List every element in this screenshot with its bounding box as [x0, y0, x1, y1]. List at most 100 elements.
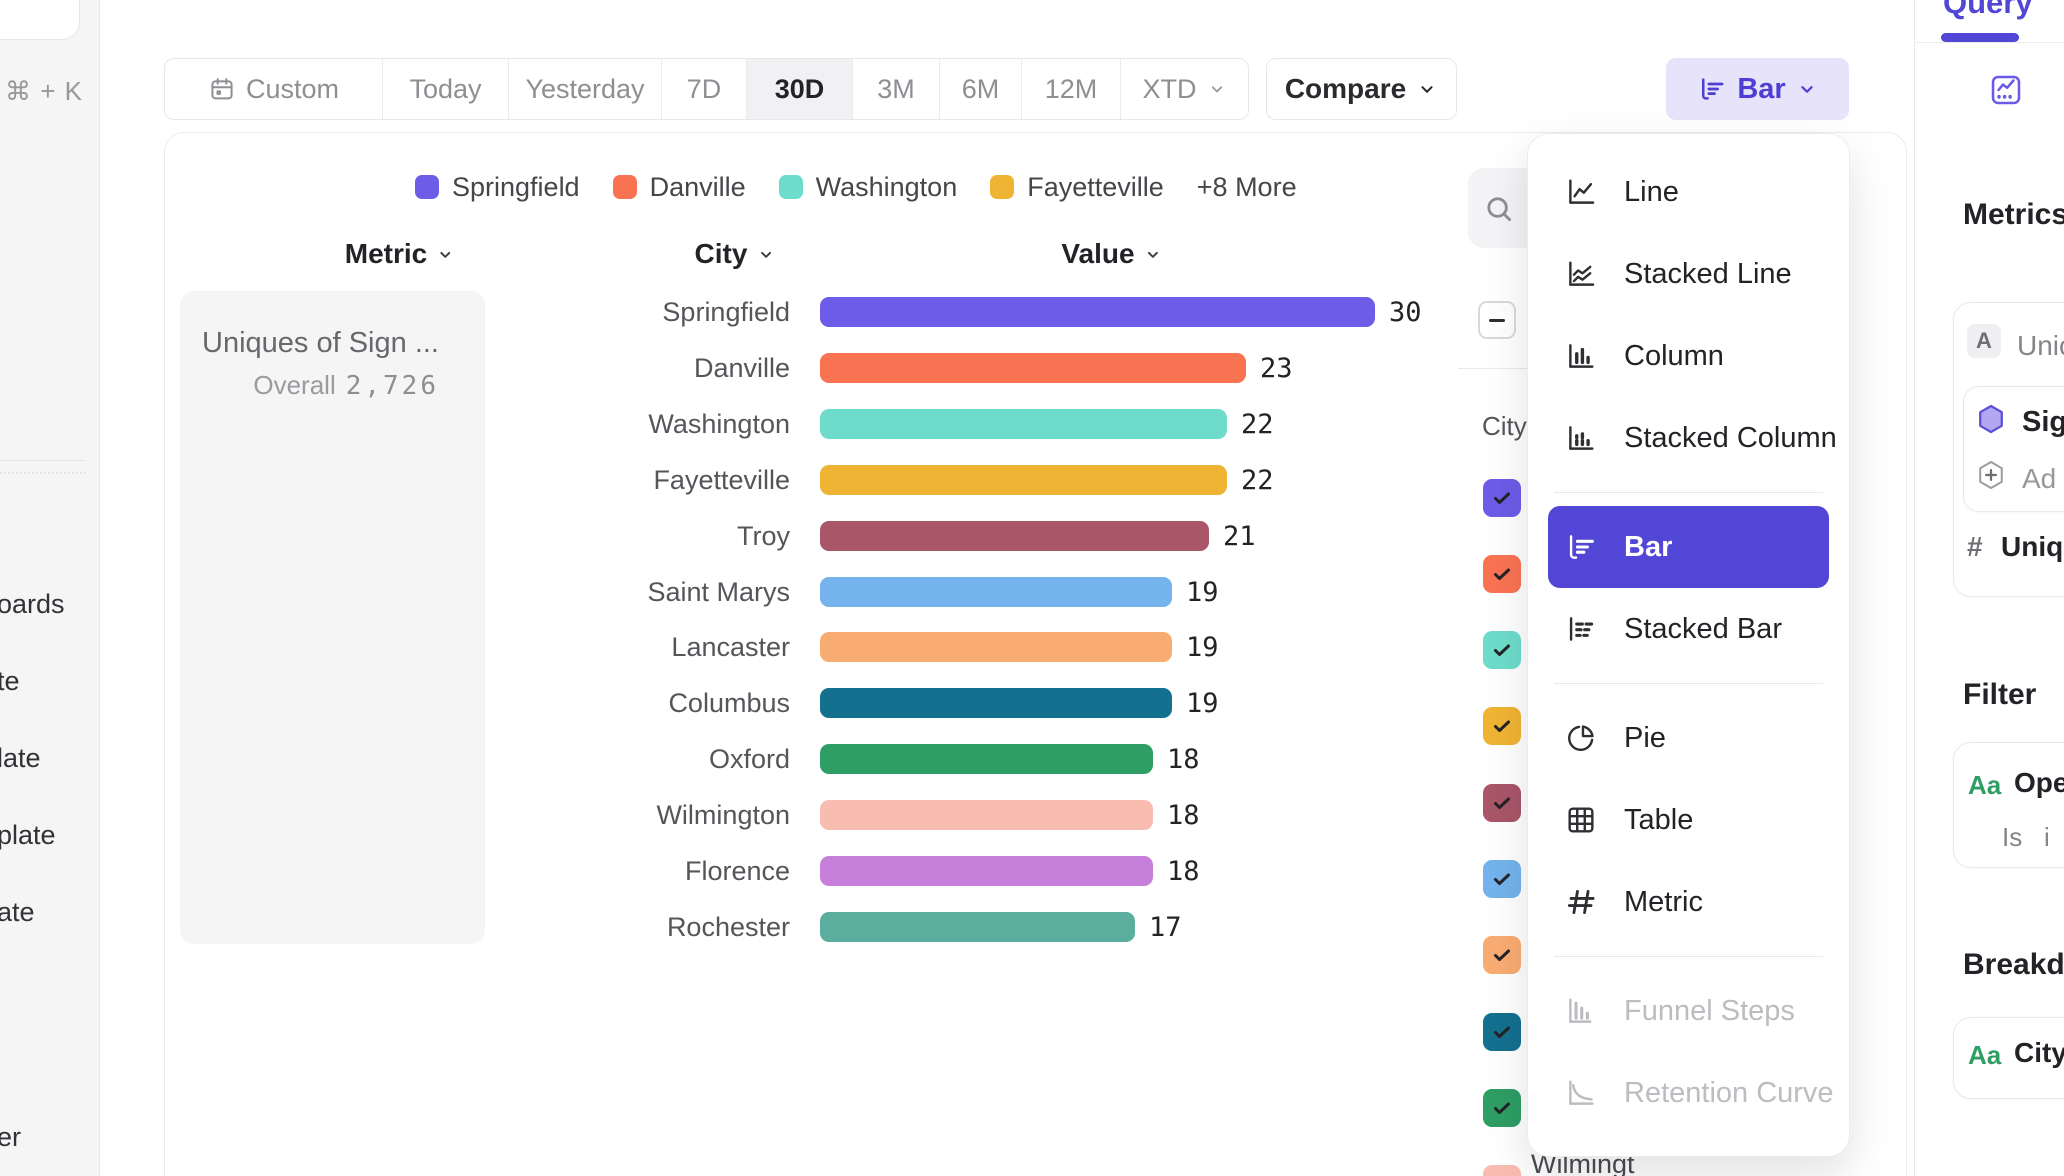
date-range-6m[interactable]: 6M: [940, 59, 1022, 119]
bar-row-florence[interactable]: Florence 18: [0, 856, 1430, 887]
menu-item-stacked-line[interactable]: Stacked Line: [1528, 233, 1849, 315]
sidebar-item-plate[interactable]: plate: [0, 820, 56, 850]
bar-row-columbus[interactable]: Columbus 19: [0, 688, 1430, 719]
measure-label[interactable]: Uniqu: [2001, 531, 2064, 562]
bar-category-label: Saint Marys: [647, 577, 790, 607]
city-checkbox-7[interactable]: [1483, 1013, 1521, 1051]
city-checkbox-3[interactable]: [1483, 707, 1521, 745]
legend-swatch: [415, 175, 439, 199]
menu-item-label: Pie: [1624, 721, 1666, 754]
city-checkbox-1[interactable]: [1483, 555, 1521, 593]
city-checkbox-8[interactable]: [1483, 1089, 1521, 1127]
add-event-label[interactable]: Ad: [2022, 463, 2057, 494]
bar-row-washington[interactable]: Washington 22: [0, 409, 1430, 440]
breakdown-property[interactable]: City: [2014, 1037, 2064, 1068]
date-range-yesterday[interactable]: Yesterday: [509, 59, 662, 119]
menu-item-bar[interactable]: Bar: [1548, 506, 1829, 588]
compare-label: Compare: [1284, 73, 1407, 104]
bar-row-saint-marys[interactable]: Saint Marys 19: [0, 577, 1430, 608]
legend-item-fayetteville[interactable]: Fayetteville: [990, 172, 1164, 203]
filter-operator[interactable]: Is: [2002, 822, 2023, 852]
bar-row-troy[interactable]: Troy 21: [0, 521, 1430, 552]
value-header-label: Value: [1061, 238, 1135, 269]
menu-item-metric[interactable]: Metric: [1528, 861, 1849, 943]
filter-property[interactable]: Ope: [2014, 767, 2064, 798]
bar-row-springfield[interactable]: Springfield 30: [0, 297, 1430, 328]
bar-row-wilmington[interactable]: Wilmington 18: [0, 800, 1430, 831]
bar-category-label: Fayetteville: [653, 465, 790, 495]
menu-item-stacked-column[interactable]: Stacked Column: [1528, 397, 1849, 479]
menu-item-pie[interactable]: Pie: [1528, 697, 1849, 779]
bar-row-lancaster[interactable]: Lancaster 19: [0, 632, 1430, 663]
legend-item-springfield[interactable]: Springfield: [415, 172, 580, 203]
date-range-custom[interactable]: Custom: [165, 59, 383, 119]
menu-item-line[interactable]: Line: [1528, 151, 1849, 233]
metrics-heading: Metrics: [1963, 198, 2064, 231]
date-range-label: Today: [409, 73, 482, 104]
check-icon: [1490, 562, 1514, 586]
bar[interactable]: [820, 521, 1209, 551]
legend-item-washington[interactable]: Washington: [778, 172, 957, 203]
sidebar-item-ate[interactable]: ate: [0, 897, 35, 927]
date-range-7d[interactable]: 7D: [662, 59, 747, 119]
sidebar-divider: [0, 460, 86, 461]
measure-symbol: #: [1967, 531, 1983, 562]
sidebar-item-late[interactable]: late: [0, 743, 41, 773]
bar[interactable]: [820, 744, 1153, 774]
filter-value[interactable]: i: [2044, 822, 2050, 852]
insights-chart-icon[interactable]: [1987, 71, 2025, 109]
bar[interactable]: [820, 409, 1227, 439]
menu-item-label: Retention Curve: [1624, 1076, 1834, 1109]
filter-card: [1953, 742, 2064, 868]
legend-item-danville[interactable]: Danville: [612, 172, 746, 203]
menu-item-label: Stacked Bar: [1624, 612, 1782, 645]
sidebar-search-box[interactable]: [0, 0, 80, 40]
bar[interactable]: [820, 577, 1172, 607]
breakdown-card: [1953, 1017, 2064, 1099]
date-range-30d[interactable]: 30D: [747, 59, 853, 119]
city-checkbox-4[interactable]: [1483, 784, 1521, 822]
date-range-3m[interactable]: 3M: [853, 59, 940, 119]
menu-item-column[interactable]: Column: [1528, 315, 1849, 397]
retention-icon: [1564, 1076, 1598, 1110]
city-checkbox-0[interactable]: [1483, 479, 1521, 517]
menu-item-stacked-bar[interactable]: Stacked Bar: [1528, 588, 1849, 670]
bar-row-danville[interactable]: Danville 23: [0, 353, 1430, 384]
sidebar-item-te[interactable]: te: [0, 666, 20, 696]
check-icon: [1490, 791, 1514, 815]
sidebar-item-oards[interactable]: oards: [0, 589, 65, 619]
city-checkbox-2[interactable]: [1483, 631, 1521, 669]
sidebar-item-er[interactable]: er: [0, 1122, 22, 1152]
bar[interactable]: [820, 297, 1375, 327]
tab-query[interactable]: Query: [1943, 0, 2033, 20]
metric-summary-card[interactable]: Uniques of Sign ... Overall 2,726: [180, 291, 485, 944]
select-all-checkbox[interactable]: [1478, 301, 1516, 339]
chart-type-button[interactable]: Bar: [1666, 58, 1849, 120]
bar[interactable]: [820, 632, 1172, 662]
bar-row-oxford[interactable]: Oxford 18: [0, 744, 1430, 775]
date-range-today[interactable]: Today: [383, 59, 509, 119]
bar[interactable]: [820, 856, 1153, 886]
stacked-bar-icon: [1564, 612, 1598, 646]
date-range-12m[interactable]: 12M: [1022, 59, 1121, 119]
search-shortcut-hint: ⌘ + K: [5, 76, 83, 106]
column-header-city[interactable]: City: [695, 238, 776, 270]
legend-more[interactable]: +8 More: [1197, 172, 1297, 203]
bar-row-fayetteville[interactable]: Fayetteville 22: [0, 465, 1430, 496]
bar-row-rochester[interactable]: Rochester 17: [0, 912, 1430, 943]
column-header-metric[interactable]: Metric: [345, 238, 455, 270]
bar[interactable]: [820, 800, 1153, 830]
city-checkbox-9[interactable]: [1483, 1165, 1521, 1176]
bar[interactable]: [820, 912, 1135, 942]
chevron-down-icon: [1796, 78, 1818, 100]
column-header-value[interactable]: Value: [1061, 238, 1162, 270]
menu-item-table[interactable]: Table: [1528, 779, 1849, 861]
date-range-xtd[interactable]: XTD: [1121, 59, 1248, 119]
city-checkbox-5[interactable]: [1483, 860, 1521, 898]
bar[interactable]: [820, 353, 1246, 383]
compare-button[interactable]: Compare: [1266, 58, 1457, 120]
city-checkbox-6[interactable]: [1483, 936, 1521, 974]
event-name[interactable]: Sig: [2022, 406, 2064, 438]
bar[interactable]: [820, 465, 1227, 495]
bar[interactable]: [820, 688, 1172, 718]
